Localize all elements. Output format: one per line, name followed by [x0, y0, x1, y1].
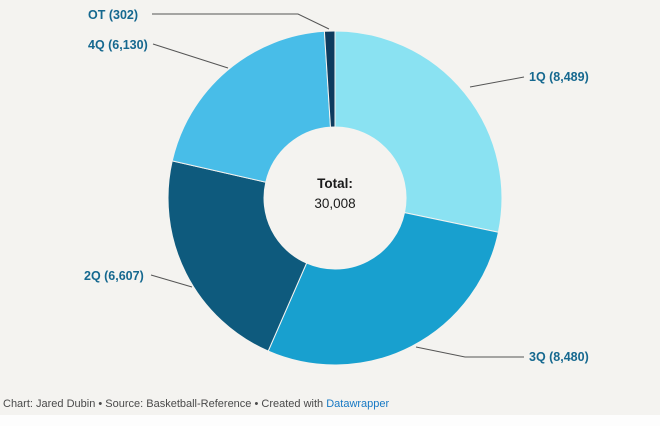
slice-label-3q: 3Q (8,480)	[529, 350, 589, 364]
slice-label-2q: 2Q (6,607)	[84, 269, 144, 283]
pie-slice-1q[interactable]	[334, 30, 503, 233]
bottom-strip	[0, 415, 660, 426]
leader-line-ot	[152, 13, 330, 30]
slice-label-1q: 1Q (8,489)	[529, 70, 589, 84]
slice-label-4q: 4Q (6,130)	[88, 38, 148, 52]
pie-slice-2q[interactable]	[167, 160, 308, 352]
chart-attribution: Chart: Jared Dubin • Source: Basketball-…	[3, 398, 389, 410]
leader-line-1q	[469, 76, 525, 88]
slice-label-ot: OT (302)	[88, 8, 139, 22]
pie-slice-4q[interactable]	[171, 30, 332, 183]
pie-slices	[167, 30, 503, 366]
leader-line-4q	[152, 43, 229, 69]
datawrapper-link[interactable]: Datawrapper	[326, 398, 390, 410]
leader-line-2q	[150, 274, 193, 288]
donut-center-title: Total:	[317, 176, 353, 191]
donut-center-value: 30,008	[314, 196, 356, 211]
pie-slice-3q[interactable]	[267, 212, 499, 366]
leader-line-3q	[415, 346, 524, 358]
pie-slice-ot[interactable]	[323, 30, 336, 128]
attribution-text: Chart: Jared Dubin • Source: Basketball-…	[3, 398, 327, 410]
